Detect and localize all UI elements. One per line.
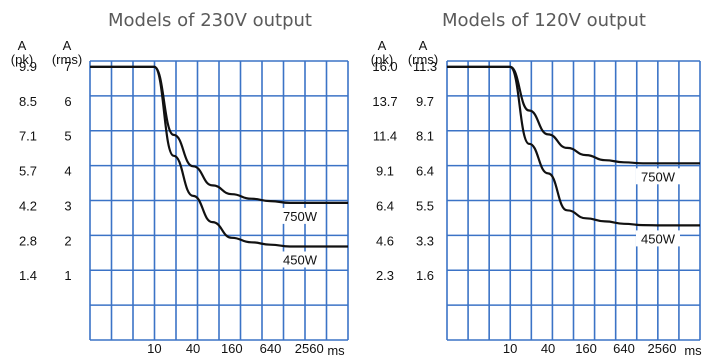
series-label-background <box>278 251 322 268</box>
chart-panel-230v: Models of 230V outputA(pk)A(rms)9.98.57.… <box>11 10 349 356</box>
y-tick-label-rms: 5 <box>64 129 71 144</box>
y-tick-label-rms: 6 <box>64 94 71 109</box>
x-tick-label: 40 <box>186 341 200 356</box>
series-line-450W <box>90 65 348 248</box>
y-axis-label-rms: A <box>419 38 428 53</box>
x-tick-label: 10 <box>503 341 517 356</box>
series-label-450W: 450W <box>283 252 318 267</box>
series-label-750W: 750W <box>641 169 676 184</box>
x-axis-unit: ms <box>327 343 345 356</box>
y-tick-label-rms: 6.4 <box>416 164 434 179</box>
y-tick-label-pk: 13.7 <box>372 94 397 109</box>
y-tick-label-rms: 9.7 <box>416 94 434 109</box>
series-label-background <box>278 207 322 224</box>
x-tick-label: 2560 <box>295 341 324 356</box>
y-axis-label-pk: A <box>378 38 387 53</box>
y-tick-label-rms: 11.3 <box>413 59 437 74</box>
chart-title: Models of 120V output <box>442 10 646 31</box>
y-tick-label-pk: 4.2 <box>19 198 37 213</box>
y-tick-label-pk: 9.1 <box>376 164 394 179</box>
y-tick-label-pk: 11.4 <box>373 129 397 144</box>
y-axis-label-pk: (pk) <box>11 52 33 67</box>
series-label-background <box>636 168 680 185</box>
x-tick-label: 40 <box>541 341 555 356</box>
y-tick-label-pk: 2.8 <box>19 233 37 248</box>
chart-panel-120v: Models of 120V outputA(pk)A(rms)16.013.7… <box>371 10 702 356</box>
y-axis-label-rms: (rms) <box>408 52 438 67</box>
y-tick-label-pk: 4.6 <box>376 233 394 248</box>
series-label-450W: 450W <box>641 231 676 246</box>
y-tick-label-pk: 8.5 <box>19 94 37 109</box>
y-axis-label-rms: (rms) <box>52 52 82 67</box>
y-tick-label-pk: 9.9 <box>19 59 37 74</box>
x-tick-label: 640 <box>260 341 282 356</box>
y-axis-label-pk: A <box>18 38 27 53</box>
y-tick-label-rms: 8.1 <box>416 129 434 144</box>
y-tick-label-pk: 5.7 <box>19 164 37 179</box>
series-line-750W <box>90 65 348 205</box>
y-axis-label-rms: A <box>63 38 72 53</box>
y-tick-label-rms: 3.3 <box>416 233 434 248</box>
chart-title: Models of 230V output <box>108 10 312 31</box>
series-line-450W <box>447 65 700 227</box>
y-tick-label-rms: 4 <box>64 164 71 179</box>
series-label-background <box>636 230 680 247</box>
y-tick-label-pk: 7.1 <box>19 129 37 144</box>
y-tick-label-pk: 2.3 <box>376 268 394 283</box>
series-line-750W <box>447 65 700 165</box>
y-tick-label-pk: 6.4 <box>376 198 394 213</box>
y-tick-label-rms: 5.5 <box>416 198 434 213</box>
y-tick-label-pk: 1.4 <box>19 268 37 283</box>
x-tick-label: 2560 <box>648 341 677 356</box>
x-tick-label: 10 <box>147 341 161 356</box>
x-axis-unit: ms <box>684 343 702 356</box>
y-tick-label-rms: 1 <box>64 268 71 283</box>
y-tick-label-rms: 3 <box>64 198 71 213</box>
y-tick-label-pk: 16.0 <box>372 59 397 74</box>
y-tick-label-rms: 2 <box>64 233 71 248</box>
x-tick-label: 640 <box>613 341 635 356</box>
series-label-750W: 750W <box>283 209 318 224</box>
x-tick-label: 160 <box>575 341 597 356</box>
y-tick-label-rms: 7 <box>64 59 71 74</box>
y-axis-label-pk: (pk) <box>371 52 393 67</box>
x-tick-label: 160 <box>221 341 243 356</box>
y-tick-label-rms: 1.6 <box>416 268 434 283</box>
